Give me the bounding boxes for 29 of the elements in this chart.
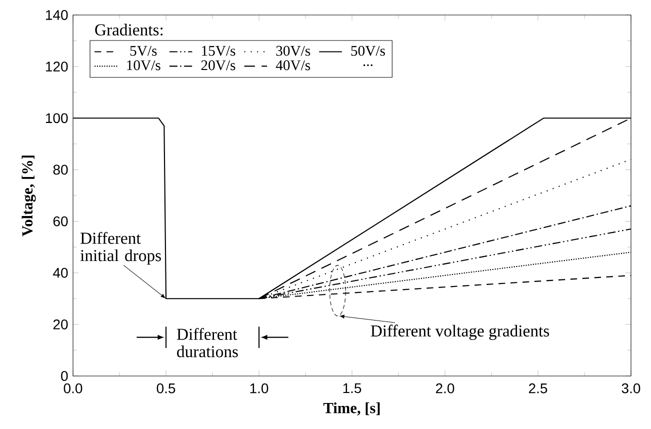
x-tick-label: 2.5	[528, 383, 548, 394]
legend-title: Gradients:	[95, 24, 163, 36]
legend-label: 10V/s	[127, 60, 160, 70]
y-tick-label: 0	[61, 371, 68, 381]
legend-label: 30V/s	[276, 46, 310, 56]
y-tick-label: 40	[53, 268, 68, 278]
legend-label: 40V/s	[276, 60, 310, 70]
y-tick-label: 60	[53, 216, 68, 226]
x-tick-label: 1.0	[250, 383, 268, 394]
y-tick-label: 120	[46, 62, 68, 72]
y-tick-label: 140	[46, 10, 68, 20]
y-tick-label: 100	[46, 113, 68, 124]
legend-label: 15V/s	[202, 46, 236, 56]
annotation: Different durations	[176, 328, 238, 358]
y-tick-label: 20	[53, 319, 68, 330]
legend-label: 5V/s	[130, 46, 157, 56]
y-tick-label: 80	[53, 164, 68, 175]
x-axis-title: Time, [s]	[323, 402, 380, 416]
y-axis-title: Voltage, [%]	[22, 156, 36, 236]
x-tick-label: 0.5	[156, 383, 176, 394]
annotation: Different voltage gradients	[370, 324, 550, 340]
x-tick-label: 3.0	[622, 383, 640, 394]
annotation: ...	[363, 64, 372, 66]
x-tick-label: 0.0	[64, 383, 82, 394]
x-tick-label: 2.0	[436, 383, 454, 394]
annotation: Different initial drops	[80, 232, 161, 265]
legend-label: 20V/s	[201, 60, 236, 70]
legend-label: 50V/s	[351, 46, 385, 56]
x-tick-label: 1.5	[343, 383, 362, 394]
